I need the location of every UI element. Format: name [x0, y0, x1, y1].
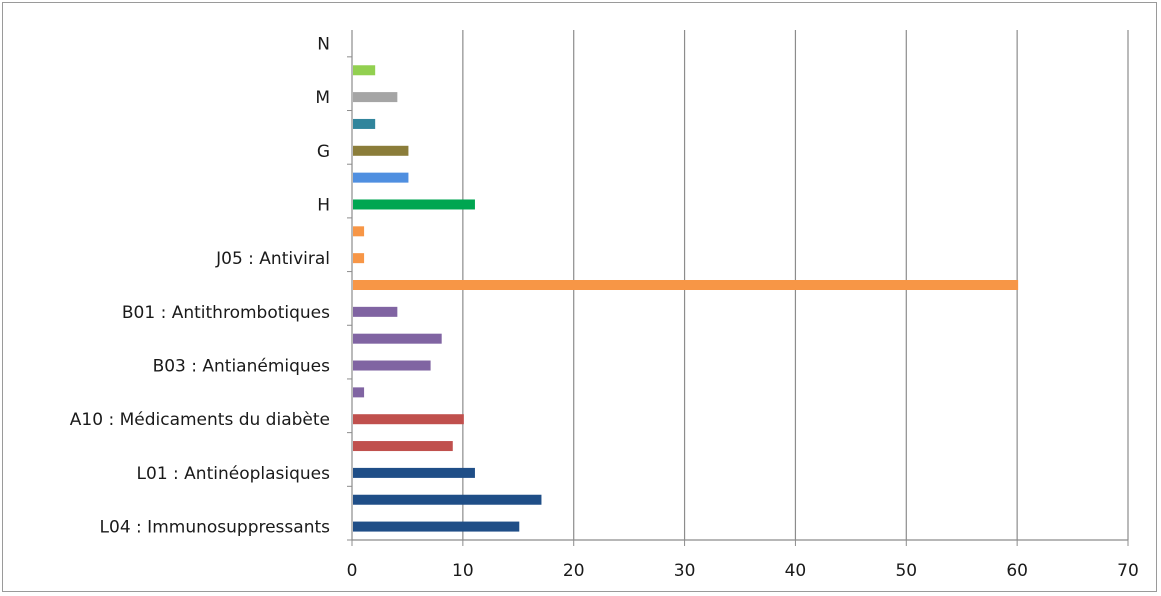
- x-tick-label: 30: [674, 561, 696, 581]
- category-label: L04 : Immunosuppressants: [100, 518, 331, 538]
- axes: [347, 30, 1129, 546]
- category-label: M: [315, 88, 330, 108]
- bars: [353, 65, 1019, 532]
- bar: [353, 172, 409, 183]
- x-tick-labels: 0 10 20 30 40 50 60 70: [347, 561, 1139, 581]
- bar: [353, 467, 475, 478]
- bar: [353, 360, 431, 371]
- x-tick-label: 10: [452, 561, 474, 581]
- bar: [353, 145, 409, 156]
- x-tick-label: 20: [563, 561, 585, 581]
- bar: [353, 521, 520, 532]
- bar: [353, 441, 453, 452]
- x-tick-label: 0: [347, 561, 358, 581]
- x-tick-label: 60: [1006, 561, 1028, 581]
- bar: [353, 199, 475, 210]
- bar: [353, 65, 376, 76]
- bar: [353, 92, 398, 103]
- bar: [353, 226, 365, 237]
- bar: [353, 306, 398, 317]
- category-label: H: [317, 195, 330, 215]
- x-tick-label: 50: [895, 561, 917, 581]
- bar: [353, 280, 1019, 290]
- x-tick-label: 40: [785, 561, 807, 581]
- category-label: B01 : Antithrombotiques: [122, 303, 330, 323]
- bar: [353, 414, 464, 425]
- category-label: A10 : Médicaments du diabète: [70, 410, 330, 430]
- category-label: J05 : Antiviral: [215, 249, 330, 269]
- category-label: N: [317, 34, 330, 54]
- bar: [353, 387, 365, 398]
- category-label: G: [317, 142, 330, 162]
- bar: [353, 494, 542, 505]
- bar: [353, 253, 365, 264]
- bar: [353, 333, 442, 344]
- bar: [353, 118, 376, 129]
- category-label: L01 : Antinéoplasiques: [137, 464, 331, 484]
- x-tick-label: 70: [1117, 561, 1139, 581]
- category-labels: L04 : Immunosuppressants L01 : Antinéopla…: [70, 34, 330, 537]
- category-label: B03 : Antianémiques: [153, 357, 331, 377]
